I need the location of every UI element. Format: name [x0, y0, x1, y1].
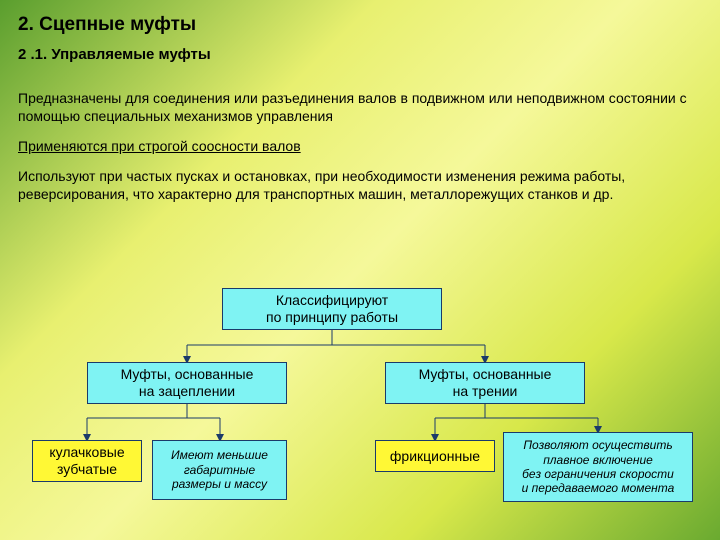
note-left-l1: Имеют меньшие [171, 448, 268, 462]
note-left-box: Имеют меньшие габаритные размеры и массу [152, 440, 287, 500]
leaf-left-box: кулачковые зубчатые [32, 440, 142, 482]
right-line1: Муфты, основанные [419, 366, 552, 383]
note-right-l1: Позволяют осуществить [522, 438, 675, 452]
leaf-left-l1: кулачковые [49, 444, 124, 461]
note-left-l3: размеры и массу [171, 477, 268, 491]
right-line2: на трении [419, 383, 552, 400]
root-line2: по принципу работы [266, 309, 398, 326]
leaf-right-box: фрикционные [375, 440, 495, 472]
note-right-box: Позволяют осуществить плавное включение … [503, 432, 693, 502]
root-box: Классифицируют по принципу работы [222, 288, 442, 330]
right-branch-box: Муфты, основанные на трении [385, 362, 585, 404]
leaf-left-l2: зубчатые [49, 461, 124, 478]
left-line2: на зацеплении [121, 383, 254, 400]
left-line1: Муфты, основанные [121, 366, 254, 383]
left-branch-box: Муфты, основанные на зацеплении [87, 362, 287, 404]
note-right-l2: плавное включение [522, 453, 675, 467]
root-line1: Классифицируют [266, 292, 398, 309]
note-right-l4: и передаваемого момента [522, 481, 675, 495]
leaf-right-text: фрикционные [390, 448, 480, 465]
note-left-l2: габаритные [171, 463, 268, 477]
note-right-l3: без ограничения скорости [522, 467, 675, 481]
